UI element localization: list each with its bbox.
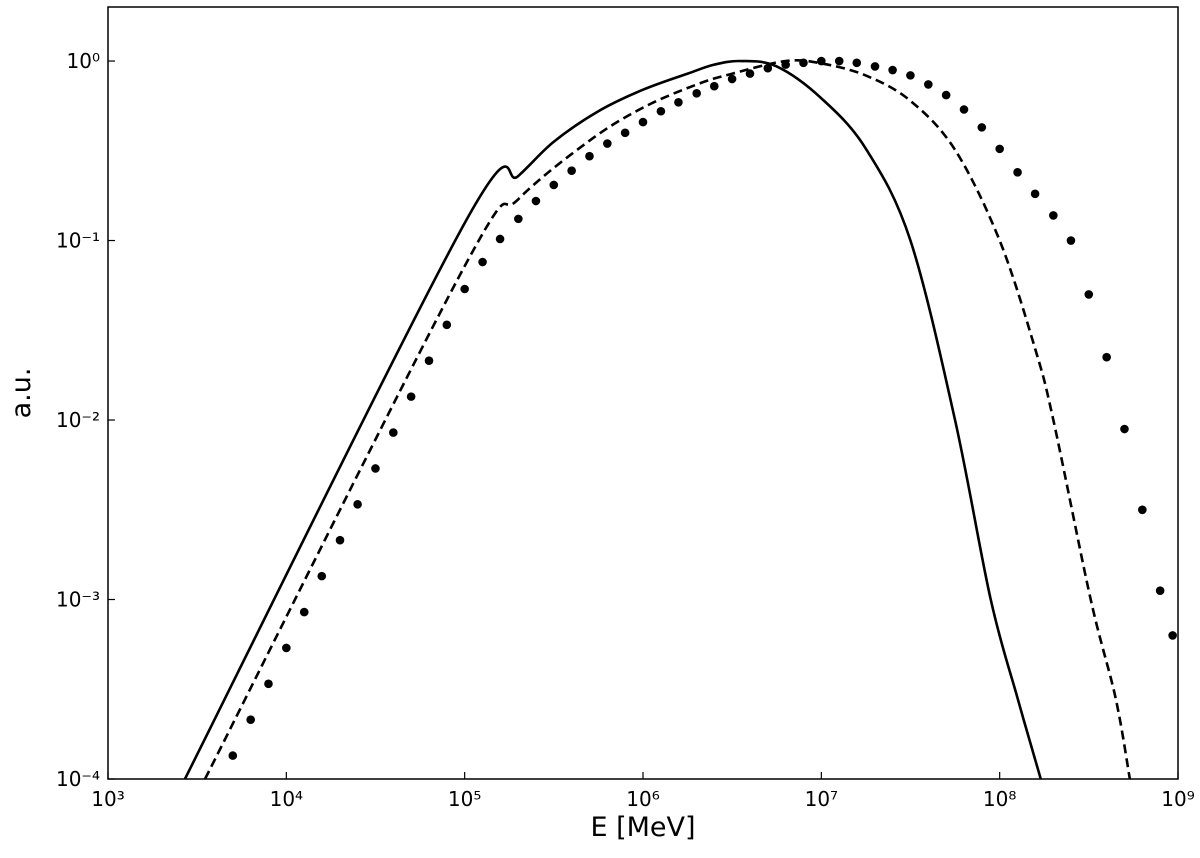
data-point — [353, 500, 362, 509]
data-point — [745, 69, 755, 78]
data-point — [1013, 167, 1022, 177]
x-tick-label: 10³ — [91, 787, 124, 811]
data-line — [183, 59, 1043, 779]
y-tick-label: 10⁻² — [56, 408, 100, 432]
data-point — [709, 81, 719, 91]
data-point — [335, 535, 345, 545]
data-point — [941, 90, 951, 100]
data-point — [1138, 505, 1147, 515]
y-tick-label: 10⁻¹ — [56, 229, 100, 253]
data-point — [1066, 236, 1076, 245]
data-point — [282, 643, 291, 653]
data-point — [246, 715, 255, 724]
data-line — [203, 59, 1132, 779]
data-point — [603, 139, 612, 148]
data-point — [1084, 290, 1094, 299]
data-point — [888, 65, 897, 75]
data-point — [371, 464, 380, 473]
data-point — [264, 679, 273, 689]
data-point — [727, 74, 737, 84]
y-tick-label: 10⁻³ — [56, 588, 100, 612]
data-point — [514, 214, 523, 224]
data-point — [585, 151, 594, 161]
data-point — [834, 56, 844, 66]
data-point — [1120, 424, 1129, 434]
data-point — [817, 56, 826, 66]
data-point — [406, 392, 416, 401]
data-point — [299, 607, 309, 617]
plot-area — [183, 56, 1177, 779]
data-point — [781, 60, 790, 69]
data-point — [317, 571, 327, 581]
data-point — [531, 196, 541, 206]
data-point — [567, 166, 576, 175]
x-tick-label: 10⁹ — [1161, 787, 1194, 811]
data-point — [638, 117, 648, 127]
data-point — [1049, 211, 1058, 220]
data-point — [549, 180, 559, 190]
data-point — [799, 58, 808, 68]
y-tick-label: 10⁰ — [67, 49, 100, 73]
y-tick-label: 10⁻⁴ — [56, 767, 100, 791]
data-point — [389, 428, 398, 437]
data-point — [478, 257, 487, 267]
data-point — [460, 284, 469, 294]
data-point — [1030, 189, 1040, 199]
data-point — [763, 63, 773, 73]
data-point — [656, 106, 666, 116]
x-tick-label: 10⁴ — [270, 787, 303, 811]
data-point — [1102, 352, 1111, 362]
data-point — [1168, 631, 1177, 640]
data-point — [852, 58, 862, 68]
data-point — [692, 89, 701, 98]
data-point — [959, 105, 969, 114]
data-point — [495, 234, 505, 244]
data-point — [977, 123, 987, 132]
data-point — [228, 751, 238, 760]
x-tick-label: 10⁶ — [626, 787, 659, 811]
data-point — [906, 71, 915, 80]
data-point — [424, 356, 434, 366]
data-point — [870, 62, 880, 71]
x-tick-label: 10⁵ — [448, 787, 481, 811]
x-axis-label: E [MeV] — [590, 812, 695, 843]
data-point — [1155, 586, 1165, 595]
y-axis-label: a.u. — [6, 368, 37, 419]
data-point — [442, 320, 452, 330]
data-point — [995, 144, 1004, 154]
data-point — [620, 128, 630, 138]
data-point — [924, 80, 933, 89]
x-tick-label: 10⁸ — [983, 787, 1016, 811]
x-tick-label: 10⁷ — [805, 787, 838, 811]
data-point — [674, 97, 683, 107]
